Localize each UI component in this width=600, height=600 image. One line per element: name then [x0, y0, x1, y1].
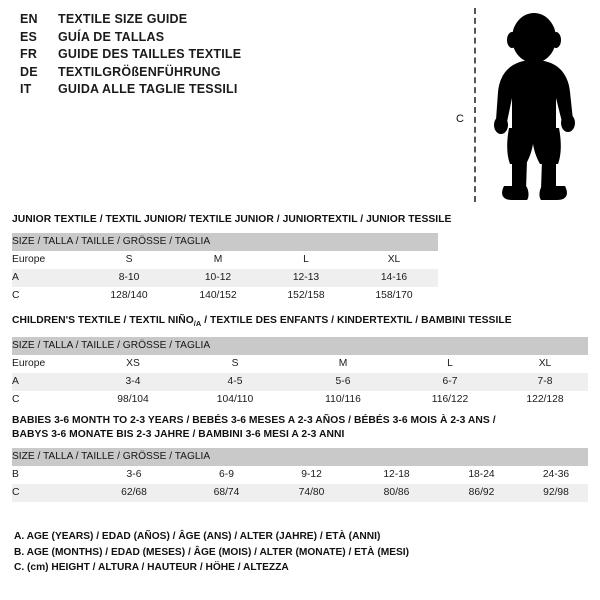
table-cell: 18-24 — [439, 466, 524, 484]
row-label: A — [12, 373, 84, 392]
row-label: Europe — [12, 355, 84, 374]
language-code: IT — [20, 82, 32, 96]
table-cell: 140/152 — [174, 287, 262, 305]
table-cell: 74/80 — [269, 484, 354, 502]
section-childrens-textile: CHILDREN'S TEXTILE / TEXTIL NIÑO/A / TEX… — [12, 314, 588, 410]
table-cell: 6-9 — [184, 466, 269, 484]
language-code: FR — [20, 47, 38, 61]
table-cell: L — [398, 355, 502, 374]
row-label: C — [12, 287, 84, 305]
table-cell: 122/128 — [502, 391, 588, 410]
language-code: EN — [20, 12, 38, 26]
language-row: FR GUIDE DES TAILLES TEXTILE — [20, 47, 440, 65]
table-cell: 7-8 — [502, 373, 588, 392]
row-label: A — [12, 269, 84, 287]
table-cell: 14-16 — [350, 269, 438, 287]
row-label: B — [12, 466, 84, 484]
junior-size-table: SIZE / TALLA / TAILLE / GRÖSSE / TAGLIA … — [12, 233, 438, 305]
legend-list: A. AGE (YEARS) / EDAD (AÑOS) / ÂGE (ANS)… — [14, 529, 574, 576]
table-cell: 110/116 — [288, 391, 398, 410]
table-cell: 98/104 — [84, 391, 182, 410]
table-cell: XS — [84, 355, 182, 374]
table-row: A 3-4 4-5 5-6 6-7 7-8 — [12, 373, 588, 392]
section-title-babies-line1: BABIES 3-6 MONTH TO 2-3 YEARS / BEBÉS 3-… — [12, 415, 496, 426]
section-title-junior: JUNIOR TEXTILE / TEXTIL JUNIOR/ TEXTILE … — [12, 214, 452, 225]
language-code: ES — [20, 29, 38, 44]
table-row: C 128/140 140/152 152/158 158/170 — [12, 287, 438, 305]
table-cell: 80/86 — [354, 484, 439, 502]
language-title-list: EN TEXTILE SIZE GUIDE ES GUÍA DE TALLAS … — [20, 12, 440, 100]
section-title-children-prefix: CHILDREN'S TEXTILE / TEXTIL NIÑO — [12, 315, 194, 326]
table-cell: XL — [502, 355, 588, 374]
table-cell: 62/68 — [84, 484, 184, 502]
height-measurement-figure: C — [452, 8, 592, 204]
section-babies-textile: BABIES 3-6 MONTH TO 2-3 YEARS / BEBÉS 3-… — [12, 414, 588, 502]
table-cell: 3-4 — [84, 373, 182, 392]
height-dashed-guide-line — [474, 8, 476, 202]
table-cell: 68/74 — [184, 484, 269, 502]
table-cell: S — [182, 355, 288, 374]
table-row: Europe S M L XL — [12, 251, 438, 269]
table-cell: 152/158 — [262, 287, 350, 305]
table-cell: 116/122 — [398, 391, 502, 410]
table-cell: 3-6 — [84, 466, 184, 484]
size-header-label: SIZE / TALLA / TAILLE / GRÖSSE / TAGLIA — [12, 448, 588, 466]
section-title-children-subscript: /A — [193, 319, 202, 329]
language-title: GUÍA DE TALLAS — [58, 29, 165, 44]
table-cell: 9-12 — [269, 466, 354, 484]
table-cell: 6-7 — [398, 373, 502, 392]
table-cell: 24-36 — [524, 466, 588, 484]
size-header-label: SIZE / TALLA / TAILLE / GRÖSSE / TAGLIA — [12, 233, 438, 251]
table-row: SIZE / TALLA / TAILLE / GRÖSSE / TAGLIA — [12, 448, 588, 466]
table-row: Europe XS S M L XL — [12, 355, 588, 374]
row-label: Europe — [12, 251, 84, 269]
table-cell: 92/98 — [524, 484, 588, 502]
table-cell: XL — [350, 251, 438, 269]
language-code: DE — [20, 64, 38, 79]
section-title-babies-line2: BABYS 3-6 MONATE BIS 2-3 JAHRE / BAMBINI… — [12, 429, 345, 440]
children-size-table: SIZE / TALLA / TAILLE / GRÖSSE / TAGLIA … — [12, 337, 588, 410]
height-measure-label: C — [456, 113, 464, 125]
row-label: C — [12, 484, 84, 502]
table-cell: 86/92 — [439, 484, 524, 502]
table-row: SIZE / TALLA / TAILLE / GRÖSSE / TAGLIA — [12, 233, 438, 251]
language-row: EN TEXTILE SIZE GUIDE — [20, 12, 440, 30]
legend-item-b: B. AGE (MONTHS) / EDAD (MESES) / ÂGE (MO… — [14, 546, 410, 558]
section-title-children: CHILDREN'S TEXTILE / TEXTIL NIÑO/A / TEX… — [12, 314, 588, 331]
babies-size-table: SIZE / TALLA / TAILLE / GRÖSSE / TAGLIA … — [12, 448, 588, 502]
language-row: ES GUÍA DE TALLAS — [20, 30, 440, 48]
language-row: IT GUIDA ALLE TAGLIE TESSILI — [20, 82, 440, 100]
legend-item-a: A. AGE (YEARS) / EDAD (AÑOS) / ÂGE (ANS)… — [14, 531, 381, 542]
table-row: SIZE / TALLA / TAILLE / GRÖSSE / TAGLIA — [12, 337, 588, 356]
size-header-label: SIZE / TALLA / TAILLE / GRÖSSE / TAGLIA — [12, 337, 588, 356]
language-title: TEXTILE SIZE GUIDE — [58, 12, 188, 26]
table-cell: 12-18 — [354, 466, 439, 484]
language-row: DE TEXTILGRÖßENFÜHRUNG — [20, 65, 440, 83]
language-title: GUIDA ALLE TAGLIE TESSILI — [58, 82, 238, 96]
section-junior-textile: JUNIOR TEXTILE / TEXTIL JUNIOR/ TEXTILE … — [12, 213, 451, 305]
table-row: B 3-6 6-9 9-12 12-18 18-24 24-36 — [12, 466, 588, 484]
section-title-children-suffix: / TEXTILE DES ENFANTS / KINDERTEXTIL / B… — [201, 315, 512, 326]
table-cell: S — [84, 251, 174, 269]
language-title: TEXTILGRÖßENFÜHRUNG — [58, 64, 221, 79]
table-cell: 8-10 — [84, 269, 174, 287]
table-cell: 104/110 — [182, 391, 288, 410]
table-cell: 158/170 — [350, 287, 438, 305]
toddler-silhouette-icon — [494, 13, 575, 200]
table-cell: 4-5 — [182, 373, 288, 392]
table-row: C 62/68 68/74 74/80 80/86 86/92 92/98 — [12, 484, 588, 502]
row-label: C — [12, 391, 84, 410]
legend-item-c: C. (cm) HEIGHT / ALTURA / HAUTEUR / HÖHE… — [14, 562, 289, 573]
table-cell: 12-13 — [262, 269, 350, 287]
table-row: C 98/104 104/110 110/116 116/122 122/128 — [12, 391, 588, 410]
table-cell: M — [174, 251, 262, 269]
table-row: A 8-10 10-12 12-13 14-16 — [12, 269, 438, 287]
table-cell: 5-6 — [288, 373, 398, 392]
table-cell: 128/140 — [84, 287, 174, 305]
table-cell: L — [262, 251, 350, 269]
table-cell: 10-12 — [174, 269, 262, 287]
language-title: GUIDE DES TAILLES TEXTILE — [58, 47, 242, 61]
table-cell: M — [288, 355, 398, 374]
